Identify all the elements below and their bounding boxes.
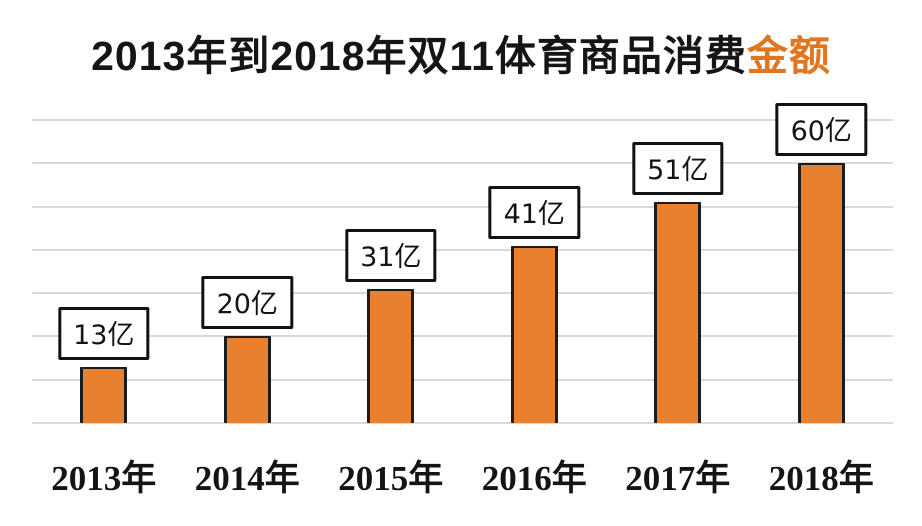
- chart-bar: [367, 288, 415, 423]
- bar-value-label: 20亿: [201, 276, 293, 330]
- chart-bar: [223, 336, 271, 423]
- gridline: [32, 248, 893, 251]
- bar-value-label: 51亿: [632, 142, 724, 196]
- gridline: [32, 119, 893, 121]
- gridline: [32, 422, 893, 424]
- x-axis-label: 2018年: [768, 459, 874, 498]
- gridline: [32, 335, 893, 338]
- chart-title: 2013年到2018年双11体育商品消费金额: [0, 22, 922, 82]
- chart-bar: [80, 366, 128, 423]
- bar-chart-plot-area: 13亿 2013年 20亿 2014年 31亿 2015年 41亿 2016年 51亿 2017年…: [32, 103, 893, 498]
- x-axis-label: 2014年: [194, 459, 300, 498]
- x-axis-label: 2015年: [338, 459, 444, 498]
- gridline: [32, 378, 893, 381]
- bar-value-label: 41亿: [488, 185, 580, 239]
- gridline: [32, 205, 893, 208]
- x-axis-label: 2013年: [51, 459, 157, 498]
- chart-title-accent: 金额: [746, 33, 831, 79]
- chart-title-main: 2013年到2018年双11体育商品消费: [91, 33, 747, 79]
- bar-value-label: 13亿: [58, 306, 150, 360]
- x-axis-label: 2017年: [625, 459, 731, 498]
- x-axis-label: 2016年: [481, 459, 587, 498]
- chart-bar: [510, 245, 558, 423]
- bar-value-label: 60亿: [775, 103, 867, 157]
- chart-bar: [797, 163, 845, 423]
- chart-bar: [654, 202, 702, 423]
- gridline: [32, 292, 893, 295]
- bar-value-label: 31亿: [345, 228, 437, 282]
- gridline: [32, 162, 893, 165]
